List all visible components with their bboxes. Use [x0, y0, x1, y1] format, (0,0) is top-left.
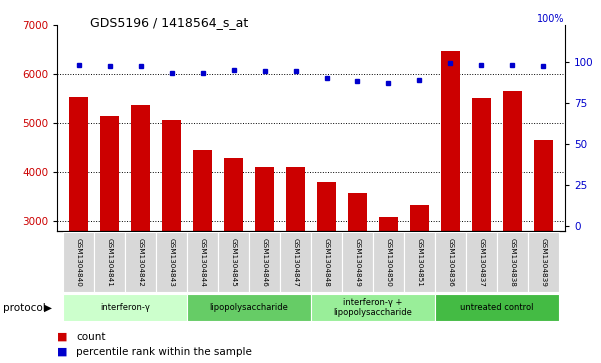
Bar [348, 193, 367, 231]
Bar [503, 91, 522, 231]
Bar [100, 116, 119, 231]
Bar [255, 167, 274, 231]
Bar [435, 232, 466, 292]
Text: protocol: protocol [3, 303, 46, 313]
Bar [435, 294, 559, 321]
Text: lipopolysaccharide: lipopolysaccharide [210, 303, 288, 312]
Text: interferon-γ +
lipopolysaccharide: interferon-γ + lipopolysaccharide [334, 298, 412, 317]
Text: GSM1304841: GSM1304841 [107, 238, 113, 287]
Bar [528, 232, 559, 292]
Bar [224, 158, 243, 231]
Text: GSM1304850: GSM1304850 [385, 238, 391, 287]
Bar [534, 140, 552, 231]
Text: count: count [76, 332, 106, 342]
Bar [156, 232, 187, 292]
Text: untreated control: untreated control [460, 303, 534, 312]
Text: GSM1304848: GSM1304848 [323, 238, 329, 287]
Bar [441, 51, 460, 231]
Bar [497, 232, 528, 292]
Text: 100%: 100% [537, 15, 565, 24]
Bar [63, 294, 187, 321]
Text: GSM1304846: GSM1304846 [261, 238, 267, 287]
Bar [373, 232, 404, 292]
Text: GSM1304844: GSM1304844 [200, 238, 206, 287]
Bar [194, 150, 212, 231]
Bar [472, 98, 490, 231]
Bar [379, 217, 398, 231]
Text: percentile rank within the sample: percentile rank within the sample [76, 347, 252, 357]
Text: GSM1304843: GSM1304843 [169, 238, 175, 287]
Bar [342, 232, 373, 292]
Bar [94, 232, 125, 292]
Bar [311, 232, 342, 292]
Bar [317, 182, 336, 231]
Text: GSM1304842: GSM1304842 [138, 238, 144, 287]
Bar [249, 232, 280, 292]
Bar [311, 294, 435, 321]
Text: GSM1304845: GSM1304845 [231, 238, 237, 287]
Text: GSM1304840: GSM1304840 [76, 238, 82, 287]
Bar [187, 294, 311, 321]
Text: GSM1304851: GSM1304851 [416, 238, 423, 287]
Text: GSM1304838: GSM1304838 [509, 238, 515, 287]
Bar [466, 232, 497, 292]
Bar [132, 105, 150, 231]
Bar [162, 120, 181, 231]
Bar [187, 232, 218, 292]
Text: GSM1304839: GSM1304839 [540, 238, 546, 287]
Bar [404, 232, 435, 292]
Bar [410, 205, 429, 231]
Text: GSM1304837: GSM1304837 [478, 238, 484, 287]
Bar [218, 232, 249, 292]
Text: ■: ■ [57, 347, 67, 357]
Text: ■: ■ [57, 332, 67, 342]
Bar [125, 232, 156, 292]
Text: GSM1304847: GSM1304847 [293, 238, 299, 287]
Text: ▶: ▶ [44, 303, 52, 313]
Text: GDS5196 / 1418564_s_at: GDS5196 / 1418564_s_at [90, 16, 248, 29]
Bar [63, 232, 94, 292]
Text: interferon-γ: interferon-γ [100, 303, 150, 312]
Bar [286, 167, 305, 231]
Bar [70, 97, 88, 231]
Bar [280, 232, 311, 292]
Text: GSM1304849: GSM1304849 [355, 238, 361, 287]
Text: GSM1304836: GSM1304836 [447, 238, 453, 287]
